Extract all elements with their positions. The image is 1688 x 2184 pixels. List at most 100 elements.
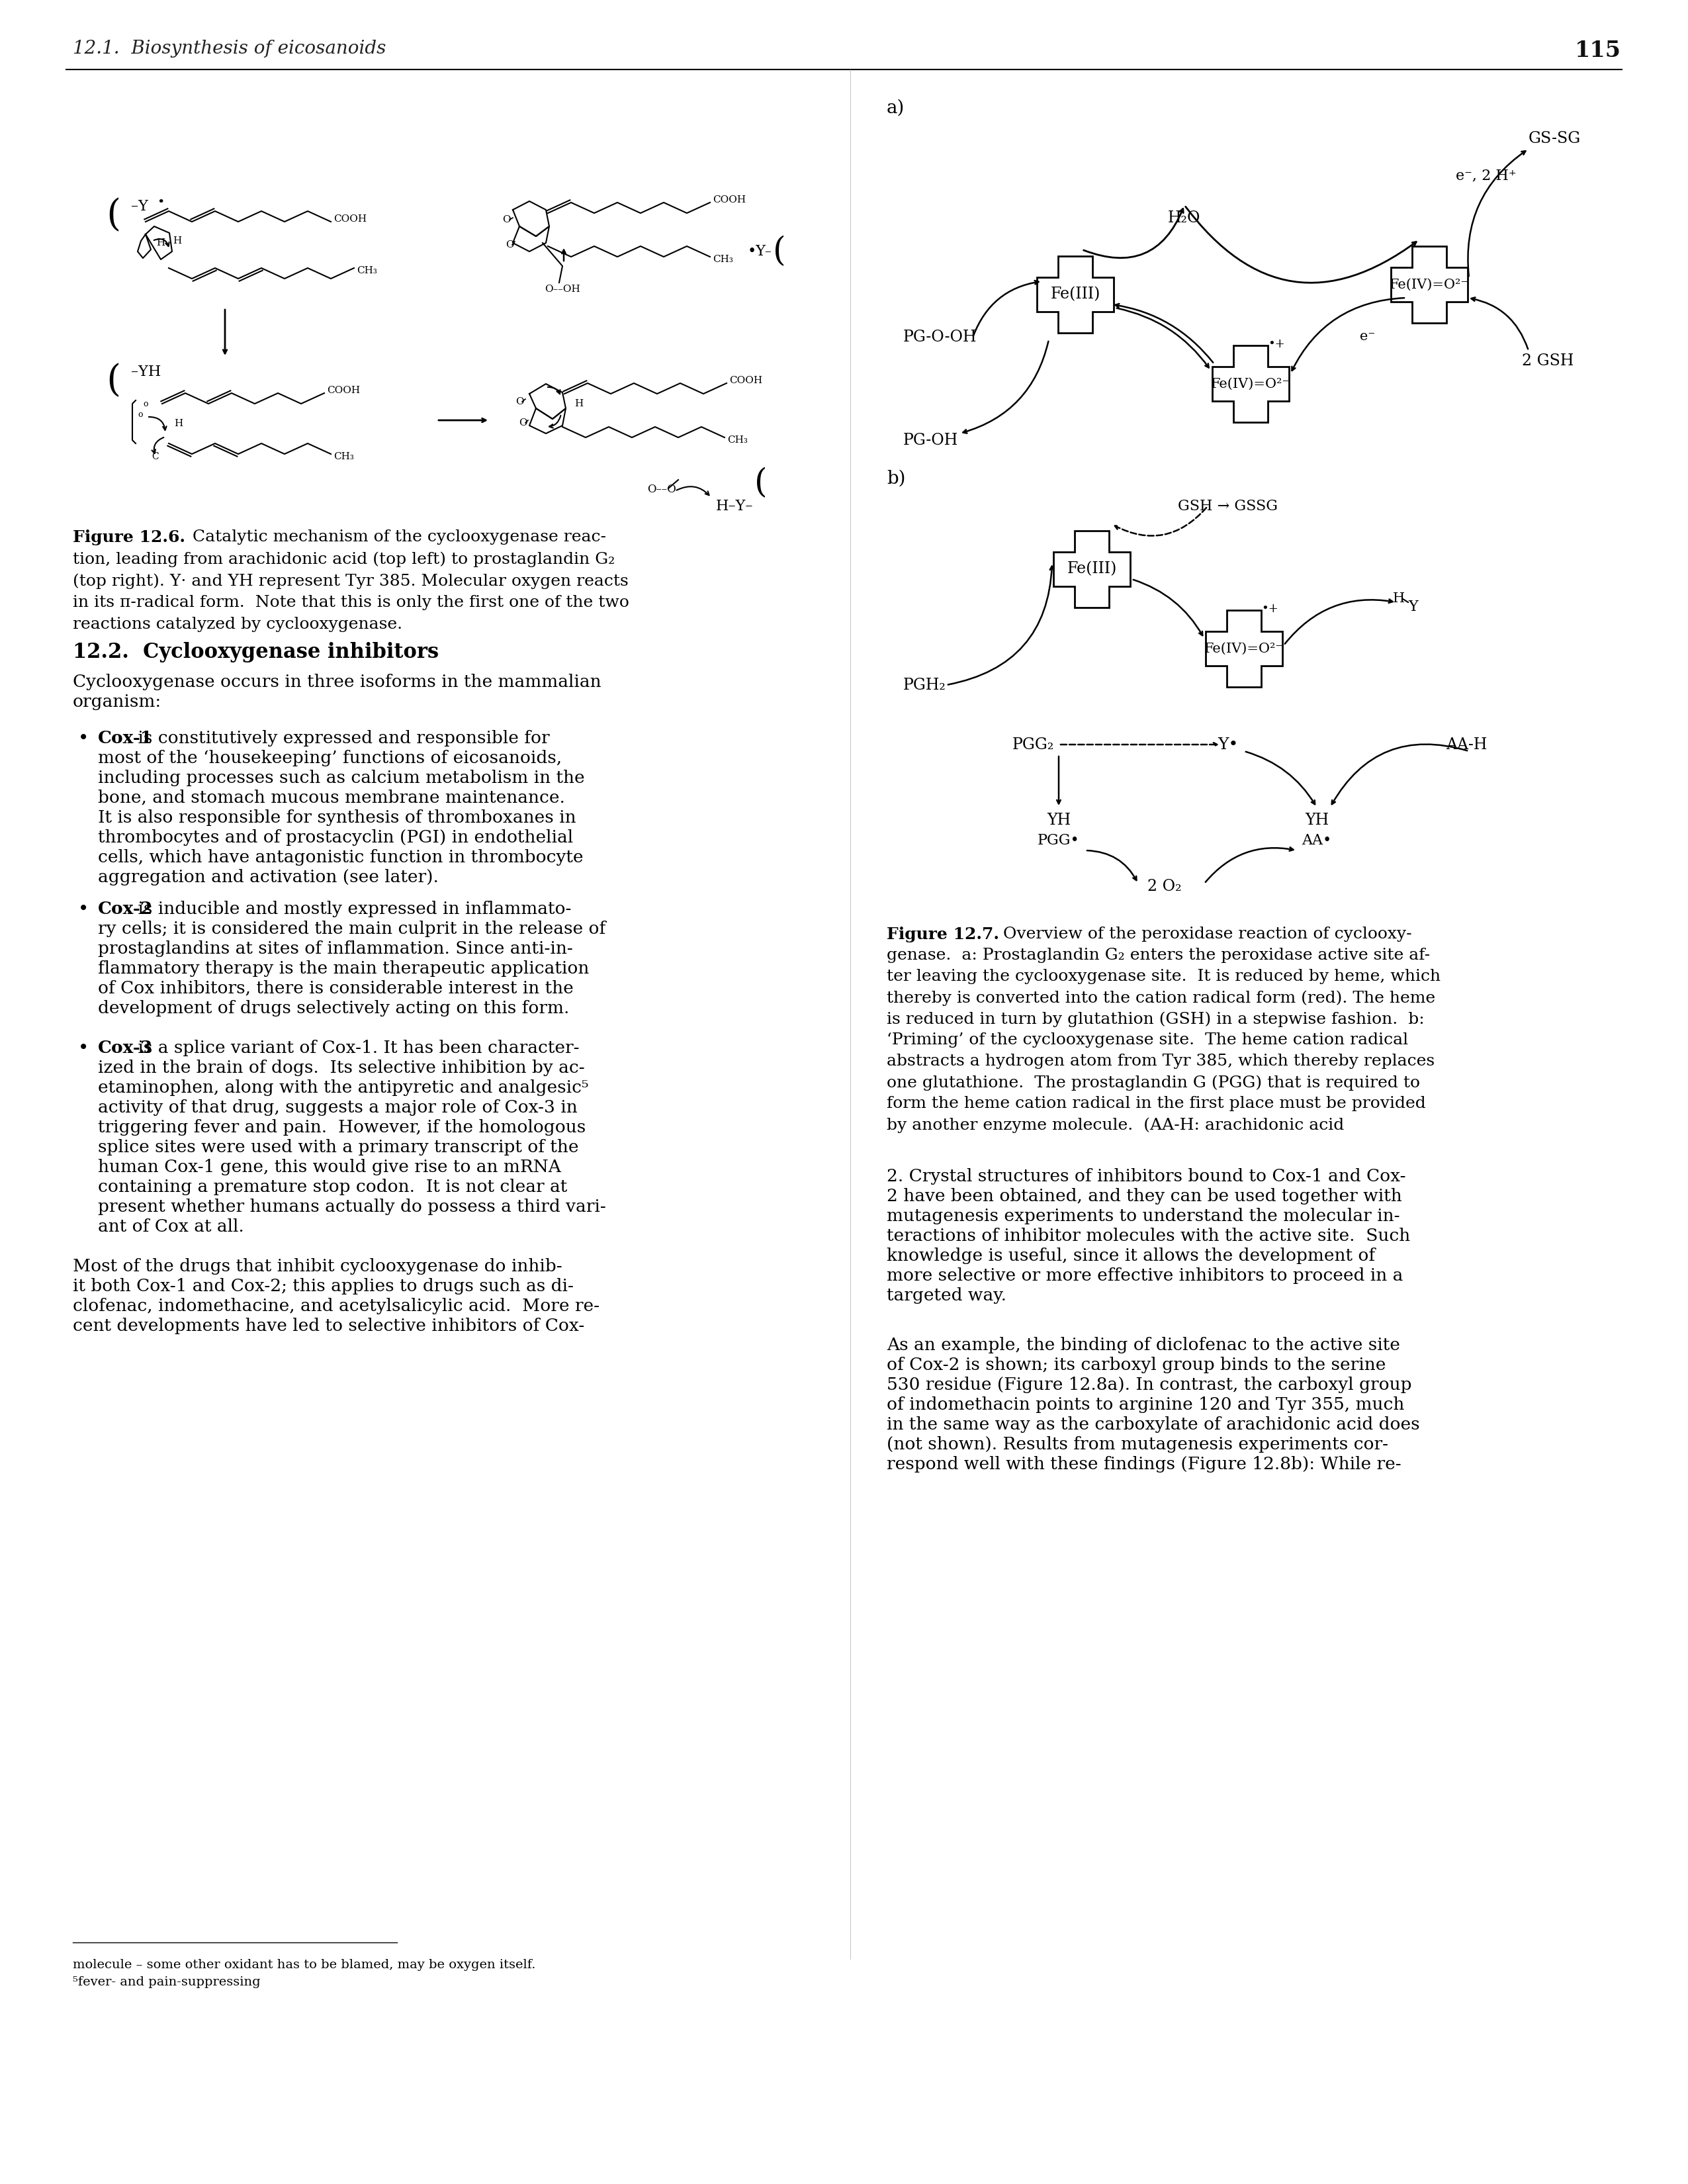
Text: Catalytic mechanism of the cyclooxygenase reac-: Catalytic mechanism of the cyclooxygenas… <box>182 529 606 544</box>
Text: 2. Crystal structures of inhibitors bound to Cox-1 and Cox-: 2. Crystal structures of inhibitors boun… <box>886 1168 1406 1184</box>
Text: human Cox-1 gene, this would give rise to an mRNA: human Cox-1 gene, this would give rise t… <box>98 1160 560 1175</box>
Text: COOH: COOH <box>729 376 763 384</box>
Text: reactions catalyzed by cyclooxygenase.: reactions catalyzed by cyclooxygenase. <box>73 616 402 631</box>
Text: o: o <box>138 411 143 419</box>
Text: ter leaving the cyclooxygenase site.  It is reduced by heme, which: ter leaving the cyclooxygenase site. It … <box>886 970 1440 985</box>
Text: –YH: –YH <box>132 365 160 380</box>
Text: Most of the drugs that inhibit cyclooxygenase do inhib-: Most of the drugs that inhibit cyclooxyg… <box>73 1258 562 1275</box>
Text: CH₃: CH₃ <box>712 256 733 264</box>
Text: O––OH: O––OH <box>545 284 581 295</box>
Text: tion, leading from arachidonic acid (top left) to prostaglandin G₂: tion, leading from arachidonic acid (top… <box>73 550 614 568</box>
Text: 12.1.  Biosynthesis of eicosanoids: 12.1. Biosynthesis of eicosanoids <box>73 39 387 57</box>
Text: •: • <box>78 1040 89 1057</box>
Text: •: • <box>157 197 164 207</box>
Text: YH: YH <box>1305 812 1328 828</box>
Text: mutagenesis experiments to understand the molecular in-: mutagenesis experiments to understand th… <box>886 1208 1399 1225</box>
Text: Figure 12.6.: Figure 12.6. <box>73 529 186 546</box>
Text: O: O <box>501 214 510 225</box>
Text: H–Y–: H–Y– <box>716 498 753 513</box>
Text: •+: •+ <box>1261 603 1278 616</box>
Text: Cox-1: Cox-1 <box>98 729 154 747</box>
Text: C: C <box>152 452 159 461</box>
Text: GS-SG: GS-SG <box>1529 131 1582 146</box>
Text: H: H <box>157 238 165 247</box>
Text: targeted way.: targeted way. <box>886 1286 1006 1304</box>
Text: flammatory therapy is the main therapeutic application: flammatory therapy is the main therapeut… <box>98 961 589 976</box>
Text: H: H <box>574 400 584 408</box>
Text: most of the ‘housekeeping’ functions of eicosanoids,: most of the ‘housekeeping’ functions of … <box>98 749 562 767</box>
Text: form the heme cation radical in the first place must be provided: form the heme cation radical in the firs… <box>886 1096 1426 1112</box>
Text: 12.2.  Cyclooxygenase inhibitors: 12.2. Cyclooxygenase inhibitors <box>73 642 439 662</box>
Text: Fe(III): Fe(III) <box>1050 286 1101 301</box>
Text: H: H <box>174 419 182 428</box>
Text: PGG₂: PGG₂ <box>1013 736 1055 751</box>
Text: activity of that drug, suggests a major role of Cox-3 in: activity of that drug, suggests a major … <box>98 1099 577 1116</box>
Text: thrombocytes and of prostacyclin (PGI) in endothelial: thrombocytes and of prostacyclin (PGI) i… <box>98 830 574 845</box>
Text: H₂O: H₂O <box>1168 212 1200 225</box>
Text: of indomethacin points to arginine 120 and Tyr 355, much: of indomethacin points to arginine 120 a… <box>886 1396 1404 1413</box>
Text: O: O <box>515 397 523 406</box>
Text: ant of Cox at all.: ant of Cox at all. <box>98 1219 245 1234</box>
Text: respond well with these findings (Figure 12.8b): While re-: respond well with these findings (Figure… <box>886 1457 1401 1472</box>
Text: knowledge is useful, since it allows the development of: knowledge is useful, since it allows the… <box>886 1247 1376 1265</box>
Text: cells, which have antagonistic function in thrombocyte: cells, which have antagonistic function … <box>98 850 584 865</box>
Text: Cox-3: Cox-3 <box>98 1040 154 1057</box>
Text: thereby is converted into the cation radical form (red). The heme: thereby is converted into the cation rad… <box>886 989 1435 1005</box>
Text: triggering fever and pain.  However, if the homologous: triggering fever and pain. However, if t… <box>98 1118 586 1136</box>
Text: O: O <box>518 419 527 428</box>
Text: 115: 115 <box>1575 39 1620 61</box>
Polygon shape <box>1205 609 1283 688</box>
Text: in the same way as the carboxylate of arachidonic acid does: in the same way as the carboxylate of ar… <box>886 1415 1420 1433</box>
Text: is inducible and mostly expressed in inflammato-: is inducible and mostly expressed in inf… <box>132 900 571 917</box>
Text: AA-H: AA-H <box>1447 736 1487 751</box>
Text: molecule – some other oxidant has to be blamed, may be oxygen itself.: molecule – some other oxidant has to be … <box>73 1959 535 1970</box>
Text: COOH: COOH <box>334 214 366 223</box>
Text: 2 GSH: 2 GSH <box>1523 354 1573 369</box>
Text: H: H <box>1393 592 1404 605</box>
Text: etaminophen, along with the antipyretic and analgesic⁵: etaminophen, along with the antipyretic … <box>98 1079 589 1096</box>
Text: development of drugs selectively acting on this form.: development of drugs selectively acting … <box>98 1000 569 1016</box>
Text: a): a) <box>886 98 905 118</box>
Text: 530 residue (Figure 12.8a). In contrast, the carboxyl group: 530 residue (Figure 12.8a). In contrast,… <box>886 1376 1411 1393</box>
Text: –Y: –Y <box>132 199 149 214</box>
Text: COOH: COOH <box>712 194 746 205</box>
Text: •+: •+ <box>1268 339 1285 349</box>
Text: CH₃: CH₃ <box>728 435 748 446</box>
Text: Cox-2: Cox-2 <box>98 900 154 917</box>
Text: clofenac, indomethacine, and acetylsalicylic acid.  More re-: clofenac, indomethacine, and acetylsalic… <box>73 1297 599 1315</box>
Text: H: H <box>172 236 182 245</box>
Text: (top right). Y· and YH represent Tyr 385. Molecular oxygen reacts: (top right). Y· and YH represent Tyr 385… <box>73 572 628 590</box>
Text: Cyclooxygenase occurs in three isoforms in the mammalian: Cyclooxygenase occurs in three isoforms … <box>73 673 601 690</box>
Text: CH₃: CH₃ <box>334 452 354 461</box>
Text: 2 have been obtained, and they can be used together with: 2 have been obtained, and they can be us… <box>886 1188 1403 1206</box>
Text: O: O <box>505 240 513 249</box>
Text: CH₃: CH₃ <box>356 266 376 275</box>
Text: ): ) <box>101 358 116 395</box>
Text: o: o <box>143 400 149 408</box>
Text: PG-O-OH: PG-O-OH <box>903 330 977 345</box>
Text: Fe(IV)=O²⁻: Fe(IV)=O²⁻ <box>1205 642 1283 655</box>
Text: •Y: •Y <box>748 245 766 258</box>
Text: abstracts a hydrogen atom from Tyr 385, which thereby replaces: abstracts a hydrogen atom from Tyr 385, … <box>886 1053 1435 1068</box>
Text: Overview of the peroxidase reaction of cyclooxy-: Overview of the peroxidase reaction of c… <box>993 926 1411 941</box>
Text: ): ) <box>101 194 116 229</box>
Text: Figure 12.7.: Figure 12.7. <box>886 926 999 943</box>
Text: b): b) <box>886 470 905 487</box>
Text: organism:: organism: <box>73 695 162 710</box>
Text: YH: YH <box>1047 812 1070 828</box>
Text: more selective or more effective inhibitors to proceed in a: more selective or more effective inhibit… <box>886 1267 1403 1284</box>
Text: PGG•: PGG• <box>1038 834 1080 847</box>
Text: ‘Priming’ of the cyclooxygenase site.  The heme cation radical: ‘Priming’ of the cyclooxygenase site. Th… <box>886 1033 1408 1048</box>
Text: of Cox inhibitors, there is considerable interest in the: of Cox inhibitors, there is considerable… <box>98 981 574 996</box>
Text: aggregation and activation (see later).: aggregation and activation (see later). <box>98 869 439 885</box>
Text: teractions of inhibitor molecules with the active site.  Such: teractions of inhibitor molecules with t… <box>886 1227 1409 1245</box>
Text: Fe(IV)=O²⁻: Fe(IV)=O²⁻ <box>1210 378 1290 391</box>
Text: •: • <box>78 729 89 747</box>
Text: GSH → GSSG: GSH → GSSG <box>1178 498 1278 513</box>
Text: (: ( <box>773 236 787 269</box>
Text: Fe(III): Fe(III) <box>1067 561 1117 577</box>
Polygon shape <box>1036 256 1114 332</box>
Text: Y: Y <box>1408 601 1418 614</box>
Polygon shape <box>1391 247 1467 323</box>
Text: AA•: AA• <box>1301 834 1332 847</box>
